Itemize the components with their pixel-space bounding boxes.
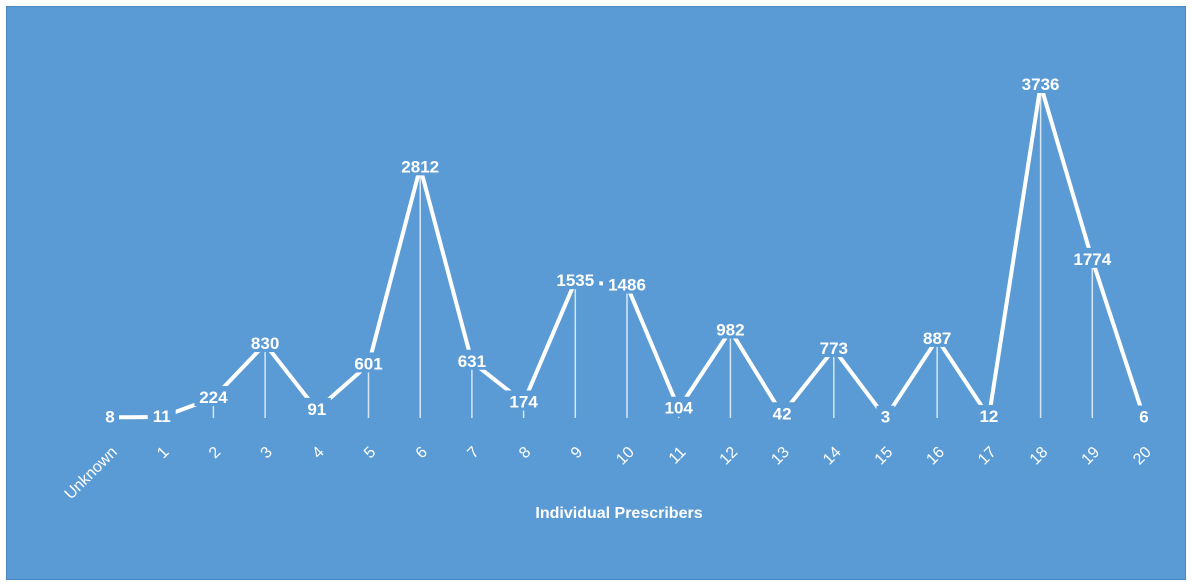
data-label-bg	[768, 402, 797, 423]
series-segment	[935, 336, 991, 419]
x-axis-title: Individual Prescribers	[535, 505, 702, 522]
data-label-bg	[1016, 73, 1065, 93]
x-tick-label: 15	[872, 444, 897, 469]
data-label: 3736	[1022, 75, 1060, 94]
data-label-bg	[349, 352, 388, 373]
data-label: 12	[979, 407, 998, 426]
series-segment	[625, 283, 681, 411]
x-tick-label: 6	[413, 444, 431, 462]
x-tick-label: 5	[361, 444, 379, 462]
data-label-bg	[504, 390, 543, 411]
series-segment	[1090, 257, 1146, 420]
series-segment	[676, 328, 733, 411]
x-tick-label: 13	[768, 444, 793, 469]
drop-lines	[109, 85, 1145, 418]
data-label: 830	[251, 334, 279, 353]
series-segment	[366, 165, 423, 367]
data-label: 11	[153, 407, 171, 426]
x-tick-label: 3	[258, 444, 276, 462]
data-label-bg	[396, 155, 445, 176]
data-label: 91	[307, 400, 326, 419]
data-label-bg	[918, 326, 957, 347]
data-label-bg	[452, 349, 491, 370]
data-label: 104	[665, 399, 694, 418]
data-label: 601	[354, 354, 382, 373]
x-tick-label: 7	[464, 444, 482, 462]
data-label-bg	[603, 273, 651, 294]
series-segment	[728, 328, 785, 417]
data-label: 1535	[556, 271, 594, 290]
data-label: 6	[1139, 407, 1148, 426]
x-tick-label: 9	[568, 444, 586, 462]
x-tick-label: Unknown	[62, 444, 121, 503]
chart-area: 8 11 224 830 91 601 2812 631 174 1535 1486 104 982 42…	[6, 6, 1186, 580]
data-label-bg	[551, 269, 600, 290]
series-segment	[1038, 83, 1095, 262]
data-label: 982	[716, 320, 744, 339]
x-tick-label: 14	[820, 444, 845, 469]
x-axis-ticks: Unknown 1 2 3 4 5 6 7 8 9 10 11 12 13 14 15 16 17 18 19 20	[62, 444, 1155, 503]
data-label: 1486	[608, 276, 646, 295]
data-label: 3	[881, 408, 890, 427]
data-label: 631	[458, 352, 486, 371]
data-label-bg	[814, 337, 853, 358]
data-label-bg	[876, 405, 895, 426]
x-tick-label: 2	[206, 444, 224, 462]
data-label: 2812	[401, 157, 439, 176]
series-segment	[521, 279, 578, 405]
x-tick-label: 12	[717, 444, 742, 469]
series-segment	[883, 336, 940, 420]
data-label-bg	[974, 404, 1003, 425]
data-labels: 8 11 224 830 91 601 2812 631 174 1535 1486 104 982 42…	[101, 73, 1153, 427]
x-tick-label: 11	[666, 444, 690, 468]
data-label-bg	[1135, 405, 1153, 426]
data-label: 42	[773, 404, 792, 423]
data-label: 1774	[1073, 250, 1111, 269]
x-tick-label: 19	[1079, 444, 1104, 469]
x-tick-label: 10	[613, 444, 638, 469]
series-segment	[986, 83, 1043, 419]
data-label-bg	[302, 397, 331, 418]
data-label: 887	[923, 329, 951, 348]
x-tick-label: 1	[154, 444, 172, 462]
data-label: 224	[199, 388, 228, 407]
data-label: 773	[820, 339, 848, 358]
series-segment	[418, 165, 474, 364]
x-tick-label: 8	[516, 444, 534, 462]
x-tick-label: 4	[309, 444, 327, 462]
data-label-bg	[147, 405, 176, 426]
data-label-bg	[711, 318, 750, 339]
x-tick-label: 16	[923, 444, 948, 469]
data-label-bg	[659, 396, 698, 417]
x-tick-label: 20	[1130, 444, 1155, 469]
data-label: 8	[105, 407, 114, 426]
x-tick-label: 17	[975, 444, 1000, 469]
x-tick-label: 18	[1027, 444, 1052, 469]
data-label: 174	[509, 392, 538, 411]
data-label-bg	[101, 405, 119, 426]
data-label-bg	[1068, 247, 1117, 268]
data-label-bg	[246, 332, 285, 353]
data-label-bg	[194, 386, 233, 407]
